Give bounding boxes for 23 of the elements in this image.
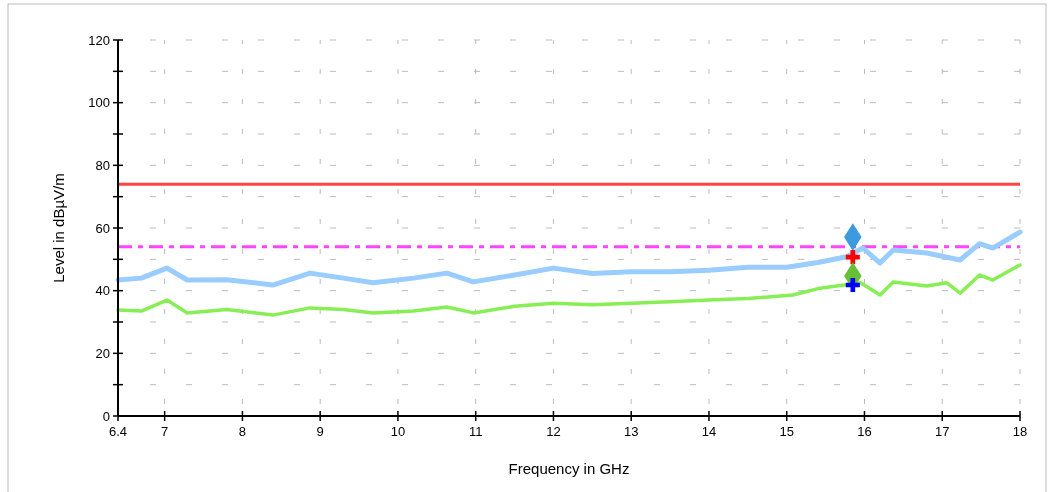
y-tick-label: 100 bbox=[88, 95, 110, 111]
x-tick-label: 9 bbox=[316, 424, 324, 439]
y-axis-title: Level in dBµV/m bbox=[50, 173, 67, 283]
y-tick-label: 20 bbox=[95, 345, 110, 361]
y-tick-label: 0 bbox=[102, 408, 110, 424]
y-tick-label: 120 bbox=[88, 32, 110, 48]
x-tick-label: 17 bbox=[935, 424, 950, 439]
x-tick-label: 14 bbox=[701, 424, 717, 439]
y-tick-label: 40 bbox=[95, 283, 110, 299]
line-series bbox=[116, 263, 1022, 317]
x-tick-label: 16 bbox=[857, 424, 872, 439]
x-tick-label: 11 bbox=[468, 424, 483, 439]
x-axis-title: Frequency in GHz bbox=[508, 460, 630, 477]
y-tick-label: 60 bbox=[95, 220, 110, 236]
x-tick-label: 10 bbox=[390, 424, 406, 439]
x-tick-label: 8 bbox=[238, 424, 247, 439]
x-tick-label: 7 bbox=[161, 424, 169, 439]
x-tick-label: 15 bbox=[779, 424, 794, 439]
x-tick-label: 6.4 bbox=[108, 424, 128, 439]
x-tick-label: 13 bbox=[623, 424, 639, 439]
x-tick-label: 18 bbox=[1012, 424, 1028, 439]
y-tick-label: 80 bbox=[95, 157, 110, 173]
x-tick-label: 12 bbox=[546, 424, 561, 439]
